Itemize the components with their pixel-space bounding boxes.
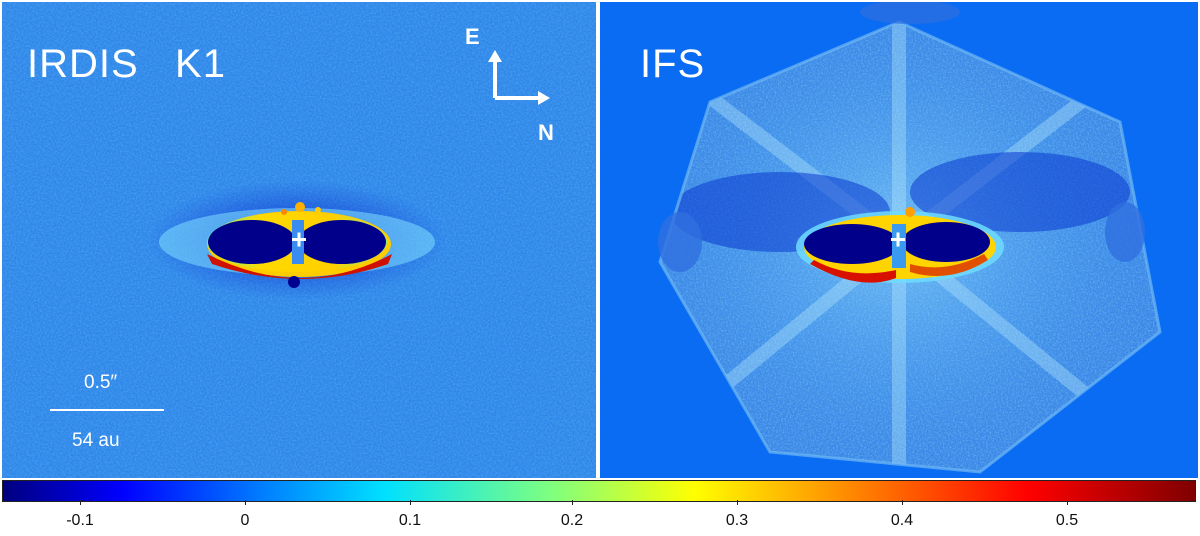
colorbar-tick-mark xyxy=(245,500,246,505)
colorbar-tick-label: 0.2 xyxy=(560,512,584,529)
star-position-marker xyxy=(292,232,306,247)
colorbar-tick-mark xyxy=(410,500,411,505)
colorbar-tick-label: 0.1 xyxy=(398,512,422,529)
compass-arrows-icon xyxy=(488,50,550,105)
irdis-image xyxy=(2,2,596,478)
colorbar xyxy=(2,480,1196,504)
irdis-image-panel: IRDIS K1 E N 0.5″ 54 au xyxy=(2,2,596,478)
scale-bar-angular-label: 0.5″ xyxy=(84,372,118,393)
scale-bar-physical-label: 54 au xyxy=(72,430,120,451)
colorbar-tick-mark xyxy=(80,500,81,505)
ifs-panel-title: IFS xyxy=(640,42,706,86)
colorbar-tick-label: 0.4 xyxy=(890,512,914,529)
colorbar-gradient xyxy=(2,480,1196,502)
compass-east-label: E xyxy=(465,24,480,49)
ifs-image-panel: IFS xyxy=(600,2,1198,478)
colorbar-tick-mark xyxy=(1067,500,1068,505)
compass-north-label: N xyxy=(538,120,554,145)
colorbar-tick-mark xyxy=(902,500,903,505)
irdis-panel-title: IRDIS K1 xyxy=(27,42,226,86)
colorbar-tick-label: 0 xyxy=(240,512,250,529)
star-position-marker xyxy=(891,232,905,247)
colorbar-tick-label: 0.3 xyxy=(725,512,749,529)
colorbar-tick-label: -0.1 xyxy=(66,512,94,529)
colorbar-tick-mark xyxy=(737,500,738,505)
colorbar-tick-label: 0.5 xyxy=(1055,512,1079,529)
colorbar-tick-mark xyxy=(572,500,573,505)
ifs-image xyxy=(600,2,1198,478)
